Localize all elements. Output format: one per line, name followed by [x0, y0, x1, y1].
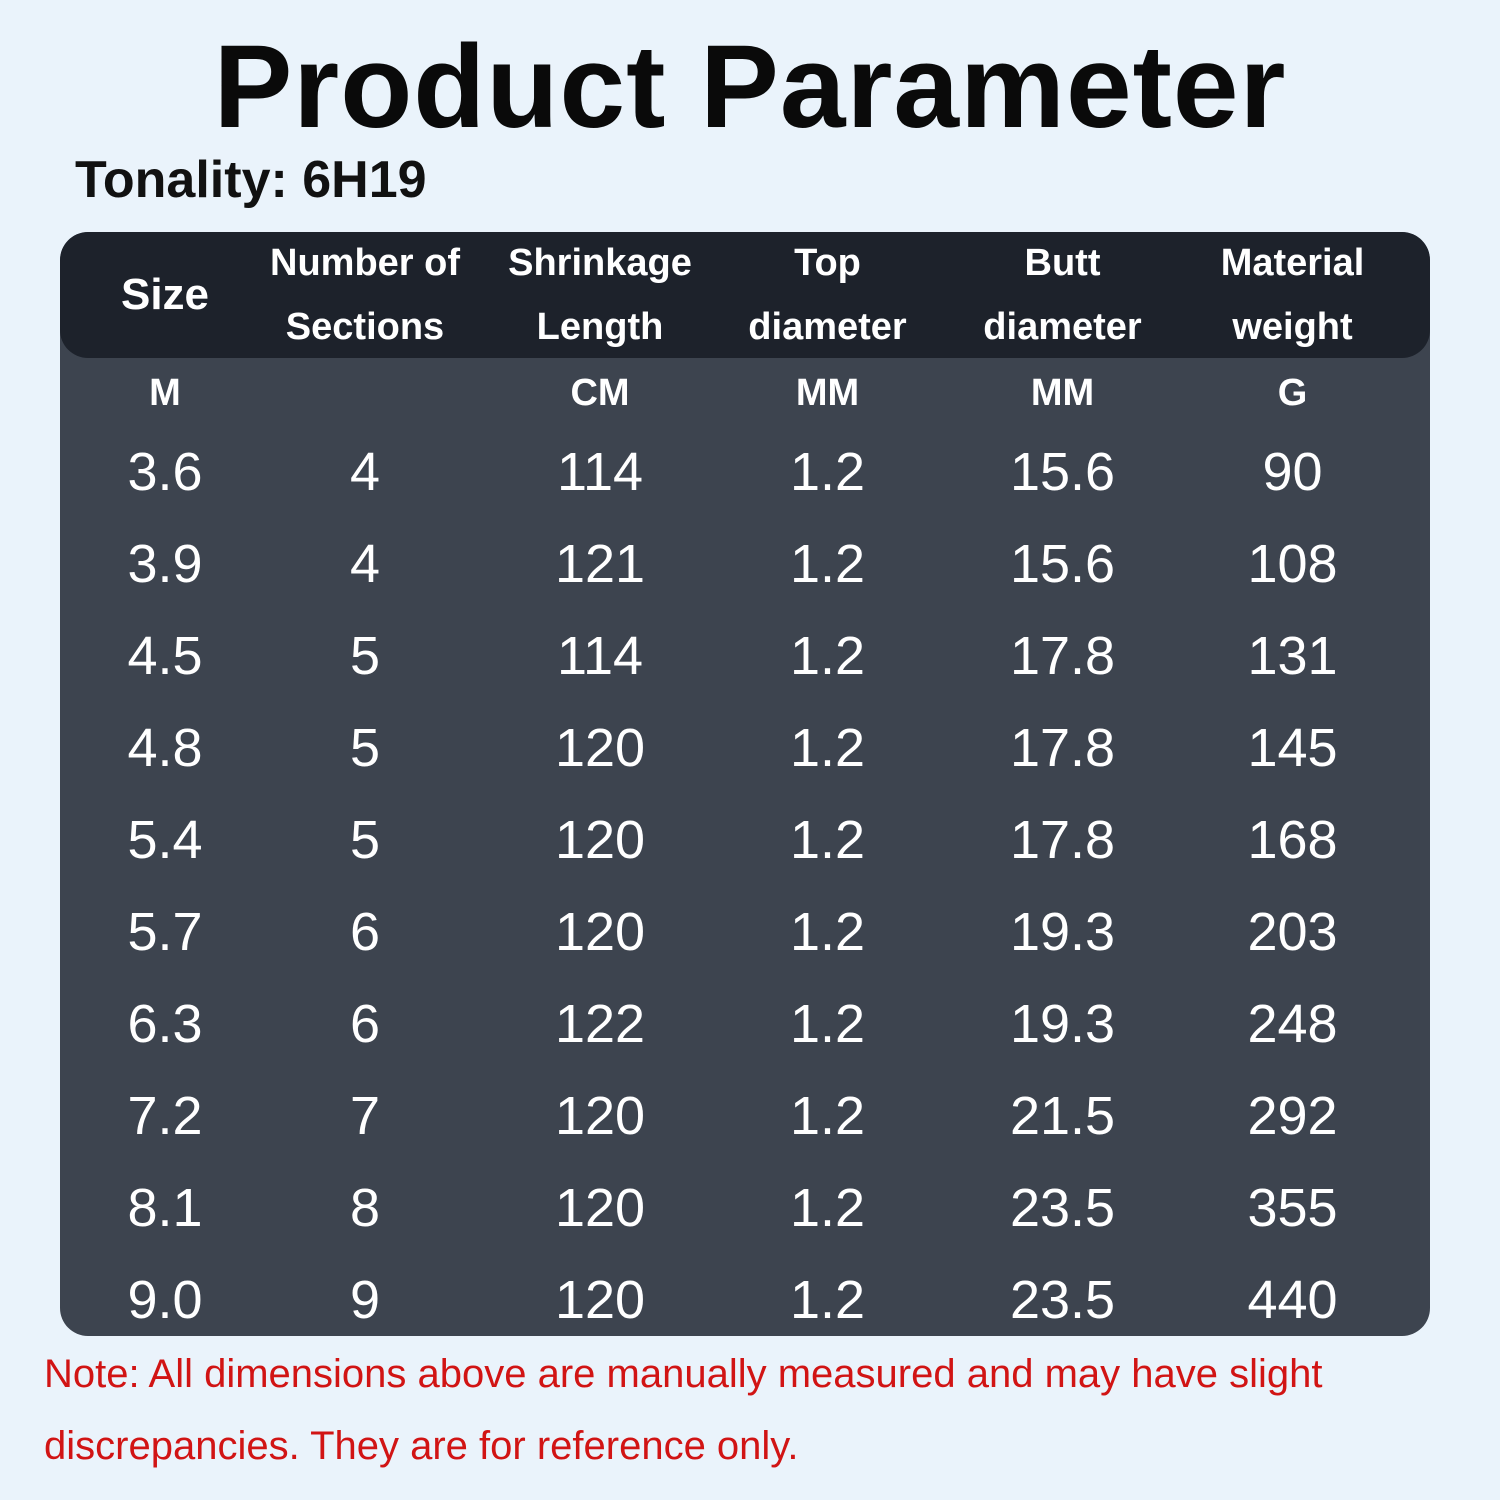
- cell-length: 121: [554, 534, 646, 594]
- unit-length: CM: [570, 371, 630, 414]
- cell-top-diameter: 1.2: [789, 626, 866, 686]
- cell-weight: 108: [1247, 534, 1338, 594]
- cell-weight: 248: [1247, 994, 1338, 1054]
- cell-weight: 440: [1247, 1270, 1338, 1330]
- table-row: 7.2 7 120 1.2 21.5 292: [60, 1070, 1430, 1162]
- cell-butt-diameter: 23.5: [1009, 1178, 1116, 1238]
- header-top-diameter: Top diameter: [748, 242, 907, 348]
- cell-top-diameter: 1.2: [789, 442, 866, 502]
- cell-size: 8.1: [127, 1178, 203, 1238]
- cell-top-diameter: 1.2: [789, 810, 866, 870]
- cell-weight: 292: [1247, 1086, 1338, 1146]
- cell-butt-diameter: 17.8: [1009, 626, 1116, 686]
- cell-size: 3.6: [127, 442, 203, 502]
- cell-top-diameter: 1.2: [789, 1178, 866, 1238]
- cell-size: 4.8: [127, 718, 203, 778]
- cell-length: 122: [554, 994, 646, 1054]
- cell-size: 3.9: [127, 534, 203, 594]
- table-row: 9.0 9 120 1.2 23.5 440: [60, 1254, 1430, 1336]
- unit-sections: [250, 362, 480, 424]
- table-row: 6.3 6 122 1.2 19.3 248: [60, 978, 1430, 1070]
- cell-butt-diameter: 23.5: [1009, 1270, 1116, 1330]
- cell-length: 120: [554, 1086, 646, 1146]
- page-title: Product Parameter: [213, 21, 1287, 153]
- table-row: 5.7 6 120 1.2 19.3 203: [60, 886, 1430, 978]
- disclaimer-note: Note: All dimensions above are manually …: [44, 1352, 1323, 1468]
- table-row: 8.1 8 120 1.2 23.5 355: [60, 1162, 1430, 1254]
- cell-length: 120: [554, 1178, 646, 1238]
- table-header: Size Number of Sections Shrinkage Length…: [60, 232, 1430, 358]
- cell-top-diameter: 1.2: [789, 994, 866, 1054]
- cell-size: 4.5: [127, 626, 203, 686]
- cell-weight: 90: [1262, 442, 1323, 502]
- unit-size: M: [149, 371, 181, 414]
- cell-butt-diameter: 15.6: [1009, 534, 1116, 594]
- header-material-weight: Material weight: [1220, 242, 1365, 348]
- cell-sections: 6: [349, 994, 381, 1054]
- cell-top-diameter: 1.2: [789, 534, 866, 594]
- unit-material-weight: G: [1277, 371, 1308, 414]
- cell-size: 9.0: [127, 1270, 203, 1330]
- cell-length: 120: [554, 718, 646, 778]
- cell-butt-diameter: 17.8: [1009, 718, 1116, 778]
- cell-butt-diameter: 21.5: [1009, 1086, 1116, 1146]
- cell-butt-diameter: 15.6: [1009, 442, 1116, 502]
- cell-weight: 355: [1247, 1178, 1338, 1238]
- cell-size: 6.3: [127, 994, 203, 1054]
- tonality-label: Tonality: 6H19: [75, 151, 427, 209]
- cell-sections: 5: [349, 718, 381, 778]
- cell-weight: 131: [1247, 626, 1338, 686]
- cell-size: 5.4: [127, 810, 203, 870]
- cell-size: 7.2: [127, 1086, 203, 1146]
- cell-sections: 6: [349, 902, 381, 962]
- cell-length: 120: [554, 1270, 646, 1330]
- cell-length: 114: [556, 626, 644, 686]
- cell-top-diameter: 1.2: [789, 718, 866, 778]
- cell-butt-diameter: 17.8: [1009, 810, 1116, 870]
- cell-top-diameter: 1.2: [789, 1270, 866, 1330]
- cell-top-diameter: 1.2: [789, 1086, 866, 1146]
- cell-sections: 5: [349, 810, 381, 870]
- cell-size: 5.7: [127, 902, 203, 962]
- parameter-table: Size Number of Sections Shrinkage Length…: [60, 232, 1430, 1336]
- cell-sections: 9: [349, 1270, 381, 1330]
- cell-weight: 145: [1247, 718, 1338, 778]
- header-sections: Number of Sections: [270, 242, 460, 348]
- cell-weight: 168: [1247, 810, 1338, 870]
- table-row: 5.4 5 120 1.2 17.8 168: [60, 794, 1430, 886]
- table-row: 3.6 4 114 1.2 15.6 90: [60, 426, 1430, 518]
- table-row: 4.5 5 114 1.2 17.8 131: [60, 610, 1430, 702]
- cell-sections: 4: [349, 442, 381, 502]
- header-size: Size: [120, 270, 210, 319]
- unit-top-diameter: MM: [795, 371, 860, 414]
- cell-butt-diameter: 19.3: [1009, 902, 1116, 962]
- table-row: 3.9 4 121 1.2 15.6 108: [60, 518, 1430, 610]
- cell-sections: 5: [349, 626, 381, 686]
- unit-butt-diameter: MM: [1030, 371, 1095, 414]
- cell-length: 120: [554, 810, 646, 870]
- table-row: 4.8 5 120 1.2 17.8 145: [60, 702, 1430, 794]
- header-length: Shrinkage Length: [508, 242, 692, 348]
- cell-length: 114: [556, 442, 644, 502]
- cell-sections: 4: [349, 534, 381, 594]
- cell-weight: 203: [1247, 902, 1338, 962]
- header-butt-diameter: Butt diameter: [983, 242, 1142, 348]
- cell-butt-diameter: 19.3: [1009, 994, 1116, 1054]
- cell-sections: 7: [349, 1086, 381, 1146]
- cell-sections: 8: [349, 1178, 381, 1238]
- cell-length: 120: [554, 902, 646, 962]
- cell-top-diameter: 1.2: [789, 902, 866, 962]
